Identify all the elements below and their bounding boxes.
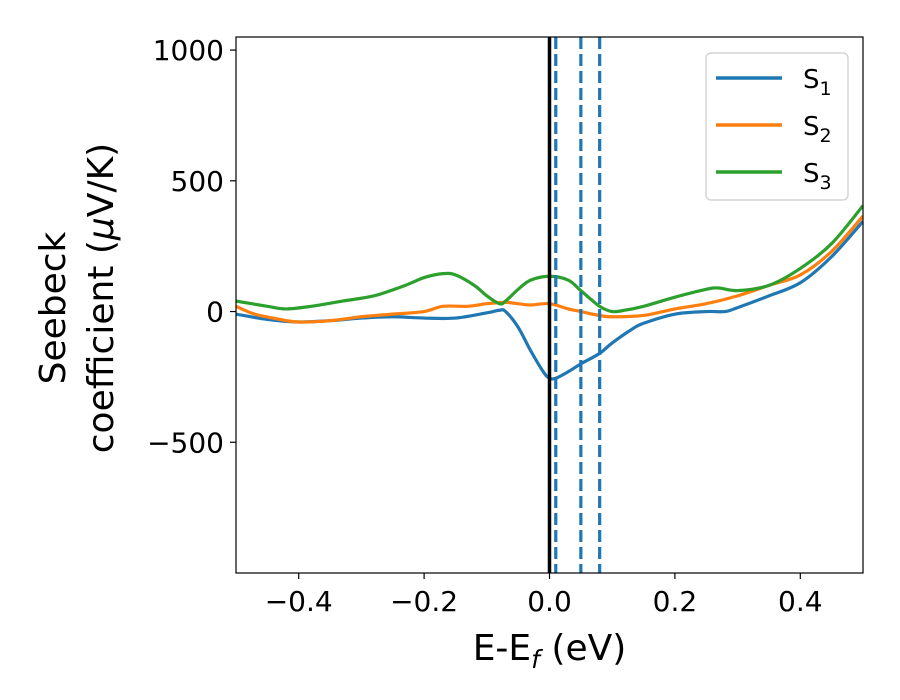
x-axis-label: E-Ef (eV) [473,628,627,674]
x-tick-label: −0.4 [265,585,333,618]
y-axis-label-line1: Seebeck [33,231,74,384]
x-tick-label: 0.2 [653,585,698,618]
legend-label-s1: S1 [803,65,832,100]
plot-area [236,37,863,573]
legend-label-s3: S3 [803,159,832,194]
series-line-s2 [236,215,863,324]
x-tick-label: 0.0 [527,585,572,618]
axis-labels: E-Ef (eV) Seebeck coefficient (μV/K) [33,143,626,674]
legend-label-s2: S2 [803,112,832,147]
series-line-s3 [236,204,863,314]
y-tick-label: 500 [171,165,224,198]
x-tick-label: −0.2 [390,585,458,618]
y-tick-label: −500 [147,426,224,459]
series-line-s1 [236,220,863,381]
legend: S1 S2 S3 [705,52,849,201]
y-axis-label-line2: coefficient (μV/K) [81,143,122,453]
x-tick-label: 0.4 [778,585,823,618]
y-tick-label: 0 [206,296,224,329]
axes: −0.4 −0.2 0.0 0.2 0.4 −500 0 500 1000 [147,34,864,618]
y-tick-label: 1000 [153,34,224,67]
